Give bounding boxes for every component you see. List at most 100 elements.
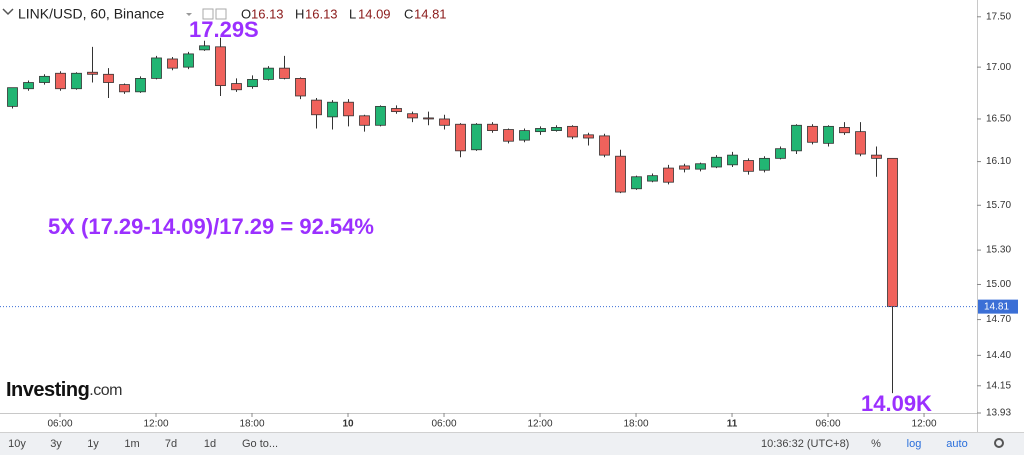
- candle-body: [119, 84, 130, 93]
- range-button[interactable]: 3y: [50, 438, 62, 450]
- overlay: LINK/USD, 60, Binance O 16.13 H 16.13 L …: [2, 6, 932, 416]
- candle-body: [327, 101, 338, 118]
- y-tick-label: 17.50: [986, 11, 1011, 22]
- x-tick-label: 18:00: [239, 419, 264, 430]
- candle-body: [615, 155, 626, 193]
- auto-button[interactable]: auto: [946, 438, 967, 450]
- candle-body: [7, 87, 18, 107]
- candle-body: [231, 83, 242, 91]
- candle-body: [39, 75, 50, 83]
- candle-body: [759, 157, 770, 171]
- candle-body: [471, 123, 482, 151]
- y-tick-label: 13.93: [986, 408, 1011, 419]
- y-tick-label: 15.30: [986, 245, 1011, 256]
- candle-body: [647, 175, 658, 182]
- menu-arrow[interactable]: [186, 13, 192, 16]
- candle-body: [807, 125, 818, 143]
- range-button[interactable]: 1m: [124, 438, 139, 450]
- candle-body: [599, 135, 610, 156]
- candle-body: [55, 72, 66, 90]
- ohlc-l-letter: L: [349, 6, 356, 21]
- settings-gear[interactable]: [994, 438, 1004, 448]
- candle-body: [359, 115, 370, 126]
- candle-body: [631, 176, 642, 190]
- x-tick-label: 11: [727, 419, 738, 430]
- candle-body: [407, 113, 418, 119]
- ohlc-high: 16.13: [305, 6, 338, 21]
- clock: 10:36:32 (UTC+8): [761, 438, 849, 450]
- candle-body: [503, 129, 514, 142]
- candle-body: [535, 128, 546, 133]
- candle-body: [775, 148, 786, 159]
- annotation: 17.29S: [189, 17, 259, 42]
- candle-body: [103, 73, 114, 83]
- y-tick-label: 16.50: [986, 114, 1011, 125]
- goto-button[interactable]: Go to...: [242, 438, 278, 450]
- x-tick-label: 06:00: [432, 419, 457, 430]
- settings-icon[interactable]: [215, 8, 227, 20]
- candle-body: [23, 82, 34, 90]
- candle-body: [391, 108, 402, 113]
- y-tick-label: 15.00: [986, 279, 1011, 290]
- y-tick-label: 16.10: [986, 156, 1011, 167]
- ohlc-low: 14.09: [358, 6, 391, 21]
- candle-body: [519, 130, 530, 141]
- candle-body: [455, 123, 466, 152]
- plot-area: [0, 37, 977, 394]
- candle-body: [215, 46, 226, 87]
- candle-body: [695, 163, 706, 170]
- range-button[interactable]: 1y: [87, 438, 99, 450]
- candle-body: [679, 165, 690, 170]
- candle-body: [199, 45, 210, 51]
- last-price-label: 14.81: [984, 301, 1009, 312]
- ohlc-close: 14.81: [414, 6, 447, 21]
- candle-body: [487, 123, 498, 131]
- last-price-box: [978, 299, 1018, 314]
- x-tick-label: 18:00: [624, 419, 649, 430]
- candle-body: [135, 78, 146, 93]
- candle-body: [823, 125, 834, 144]
- x-tick-label: 12:00: [143, 419, 168, 430]
- annotation: 5X (17.29-14.09)/17.29 = 92.54%: [48, 214, 374, 239]
- logo-text: Investing: [6, 379, 89, 401]
- y-tick-label: 14.40: [986, 350, 1011, 361]
- candle-body: [295, 78, 306, 97]
- ohlc-o-letter: O: [241, 6, 251, 21]
- candle-body: [567, 125, 578, 138]
- candle-body: [247, 79, 258, 88]
- log-button[interactable]: log: [907, 438, 922, 450]
- logo: Investing.com: [6, 379, 122, 401]
- y-tick-label: 14.15: [986, 380, 1011, 391]
- candle-body: [87, 71, 98, 75]
- range-button[interactable]: 1d: [204, 438, 216, 450]
- candle-body: [439, 118, 450, 126]
- range-button[interactable]: 10y: [8, 438, 26, 450]
- candle-body: [855, 131, 866, 155]
- toolbar: [0, 432, 1024, 455]
- logo-suffix: .com: [89, 382, 122, 399]
- candle-body: [263, 67, 274, 80]
- toolbar-items: 10y 3y 1y 1m 7d 1d Go to... 10:36:32 (UT…: [8, 438, 1004, 450]
- y-tick-label: 14.70: [986, 314, 1011, 325]
- candle-body: [583, 134, 594, 139]
- candle-body: [71, 72, 82, 90]
- ohlc-h-letter: H: [295, 6, 304, 21]
- range-button[interactable]: 7d: [165, 438, 177, 450]
- candle-body: [743, 160, 754, 172]
- candle-body: [663, 167, 674, 183]
- candle-body: [839, 127, 850, 134]
- x-tick-label: 12:00: [528, 419, 553, 430]
- candle-body: [791, 124, 802, 152]
- y-tick-label: 15.70: [986, 200, 1011, 211]
- percent-button[interactable]: %: [871, 438, 881, 450]
- candle-body: [151, 57, 162, 79]
- ohlc-open: 16.13: [251, 6, 284, 21]
- collapse-icon[interactable]: [2, 8, 14, 16]
- candle-body: [311, 99, 322, 116]
- settings-icon[interactable]: [202, 8, 214, 20]
- annotation: 14.09K: [861, 391, 932, 416]
- symbol: LINK/USD, 60, Binance: [18, 6, 165, 22]
- candle-body: [375, 105, 386, 126]
